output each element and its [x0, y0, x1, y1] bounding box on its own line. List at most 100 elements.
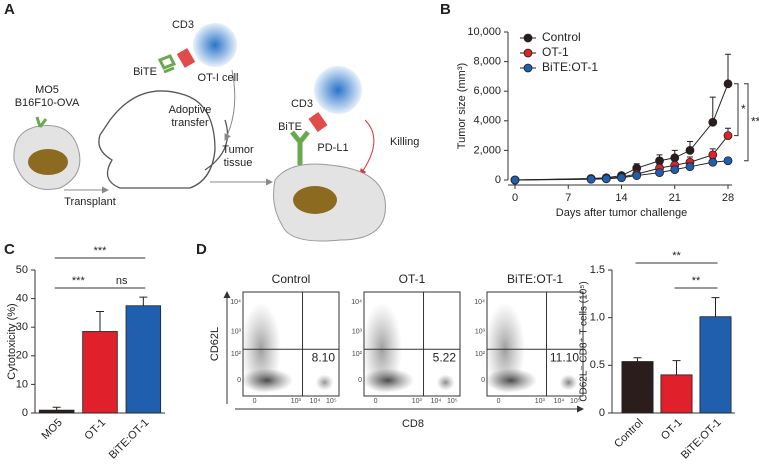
y-tick-label: 1.5 [590, 264, 605, 276]
y-tick-label: 1.0 [590, 312, 605, 324]
x-tick-label: 10³ [535, 398, 546, 405]
y-tick-label: 10⁴ [474, 299, 485, 306]
antigen [35, 116, 48, 128]
plot-frame [363, 291, 461, 397]
legend-label: OT-1 [542, 45, 569, 59]
legend-marker [523, 63, 533, 73]
y-tick-label: 20 [16, 350, 28, 362]
label: MO5 [35, 84, 59, 96]
point [655, 156, 664, 166]
y-tick-label: 10³ [352, 328, 363, 335]
error-bar [633, 357, 642, 362]
error-bar [139, 296, 148, 306]
x-tick-label: 10⁴ [431, 398, 442, 405]
series-line [514, 83, 729, 181]
x-tick-label: BiTE:OT-1 [679, 417, 724, 462]
label: transfer [171, 117, 209, 129]
y-tick-label: 2,000 [473, 144, 501, 156]
bite-arm [157, 54, 177, 74]
label: PD-L1 [317, 142, 348, 154]
label: tissue [224, 157, 253, 169]
error-bar [711, 297, 720, 317]
y-tick-label: 10⁴ [230, 299, 241, 306]
point [601, 174, 611, 184]
gate-value: 5.22 [433, 350, 457, 364]
y-tick-label: 10⁴ [351, 299, 362, 306]
x-tick-label: BiTE:OT-1 [107, 417, 152, 462]
point [708, 117, 718, 127]
density-cloud [241, 368, 293, 393]
significance-bracket [744, 83, 749, 162]
x-tick-label: 10³ [291, 398, 302, 405]
significance-label: ** [672, 250, 681, 262]
density-cloud [315, 374, 334, 391]
x-tick-label: 10⁴ [310, 398, 321, 405]
bite [176, 48, 196, 68]
legend-label: BiTE:OT-1 [542, 60, 598, 74]
panel-label: C [4, 241, 15, 258]
point [632, 171, 642, 180]
y-tick-label: 10 [16, 378, 28, 390]
y-tick-label: 50 [16, 264, 28, 276]
point [617, 173, 626, 183]
x-tick-label: OT-1 [659, 417, 685, 443]
diagram: MO5 B16F10-OVA Transplant CD3 BiTE OT-I … [13, 19, 419, 242]
x-tick-label: 7 [565, 192, 571, 204]
x-tick-label: 28 [722, 192, 734, 204]
plot-title: OT-1 [399, 272, 426, 286]
label: B16F10-OVA [15, 97, 80, 109]
label: CD3 [172, 19, 194, 31]
x-tick-label: 0 [497, 398, 501, 405]
arrow [359, 119, 375, 176]
panel-label: A [4, 1, 15, 18]
y-tick-label: 8,000 [473, 56, 501, 68]
point [510, 175, 520, 185]
plot-title: BiTE:OT-1 [507, 272, 563, 286]
y-tick-label: 6,000 [473, 85, 501, 97]
label: BiTE [133, 66, 157, 78]
nucleus [28, 149, 68, 175]
t-cell [193, 23, 237, 67]
bar [699, 316, 732, 414]
y-tick-label: 0 [599, 407, 605, 419]
density-cloud [436, 374, 455, 391]
y-tick-label: 10,000 [467, 26, 501, 38]
x-tick-label: OT-1 [82, 417, 108, 443]
label: Transplant [64, 196, 116, 208]
y-tick-label: 10² [352, 351, 363, 358]
bar [621, 361, 654, 414]
point [723, 131, 733, 141]
bar [38, 409, 75, 414]
y-axis-label: CD62L [209, 327, 221, 361]
label: Killing [390, 136, 419, 148]
significance-label: * [741, 102, 746, 116]
panel-label: D [196, 241, 207, 258]
y-tick-label: 4,000 [473, 115, 501, 127]
significance-bracket [734, 83, 739, 137]
x-axis-label: Days after tumor challenge [556, 207, 687, 219]
y-axis-label: CD62L⁻ CD8⁺ T cells (10⁵) [579, 281, 590, 401]
significance-label: ** [692, 275, 701, 287]
plot-frame [486, 291, 584, 397]
bar [125, 305, 162, 414]
x-tick-label: 14 [615, 192, 627, 204]
density-cloud [559, 374, 578, 391]
significance-label: *** [94, 245, 108, 257]
y-tick-label: 0 [358, 377, 362, 384]
x-tick-label: MO5 [39, 417, 64, 442]
bite [308, 112, 328, 132]
x-tick-label: 21 [669, 192, 681, 204]
point [655, 168, 664, 178]
x-tick-label: Control [612, 417, 646, 451]
x-axis-label: CD8 [402, 418, 424, 430]
error-bar [96, 310, 104, 332]
error-bar [672, 360, 681, 375]
mouse [98, 90, 216, 189]
significance-label: ns [116, 275, 128, 287]
y-axis-label: Tumor size (mm³) [456, 63, 468, 149]
point [586, 174, 596, 184]
point [708, 157, 718, 167]
point [670, 165, 680, 175]
point [708, 150, 718, 160]
y-tick-label: 0 [22, 407, 28, 419]
